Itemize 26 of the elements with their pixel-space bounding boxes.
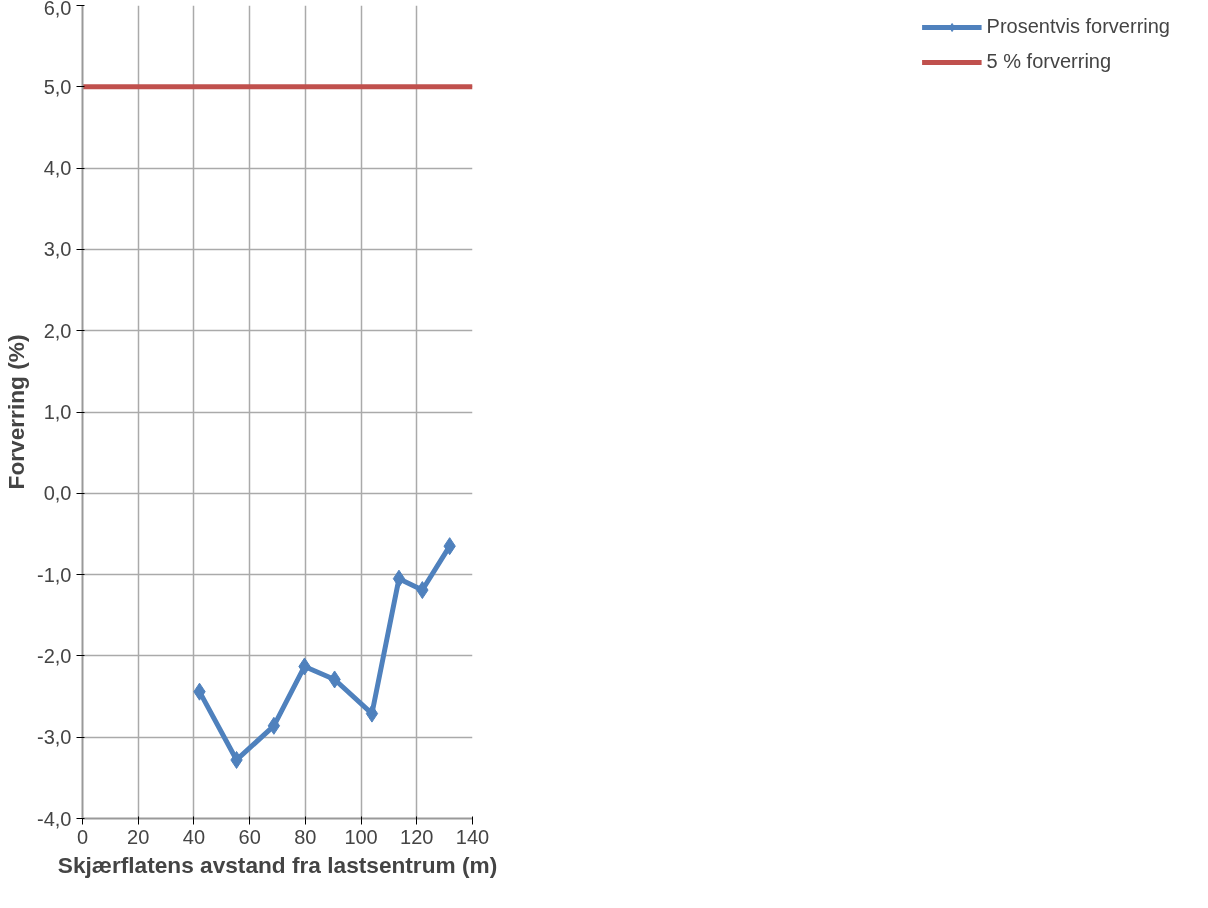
y-tick-label: -2,0 — [37, 644, 72, 667]
y-tick-label: -3,0 — [37, 726, 72, 749]
x-tick-label: 80 — [294, 825, 317, 848]
x-tick-label: 60 — [238, 825, 261, 848]
x-axis-title: Skjærflatens avstand fra lastsentrum (m) — [57, 851, 498, 878]
x-tick-label: 20 — [127, 825, 150, 848]
point — [365, 704, 379, 723]
y-tick-label: 6,0 — [43, 0, 72, 19]
y-tick-label: 0,0 — [43, 482, 72, 505]
point — [267, 716, 281, 735]
y-tick-label: 1,0 — [43, 401, 72, 423]
y-tick-label: 2,0 — [43, 319, 72, 342]
x-tick-label: 0 — [76, 825, 89, 848]
y-tick-label: 4,0 — [43, 157, 72, 180]
x-tick-label: 120 — [400, 825, 434, 848]
point — [392, 569, 406, 588]
y-axis-title: Forverring (%) — [3, 334, 30, 490]
y-tick-label: 5,0 — [43, 75, 72, 98]
y-tick-label: -1,0 — [37, 563, 72, 586]
legend-label: Prosentvis forverring — [986, 15, 1170, 38]
x-tick-label: 140 — [455, 825, 490, 848]
y-tick-label: 3,0 — [43, 238, 72, 261]
y-tick-label: -4,0 — [37, 807, 72, 830]
legend-label: 5 % forverring — [986, 50, 1112, 73]
x-tick-label: 100 — [344, 825, 378, 848]
x-tick-label: 40 — [182, 825, 206, 848]
